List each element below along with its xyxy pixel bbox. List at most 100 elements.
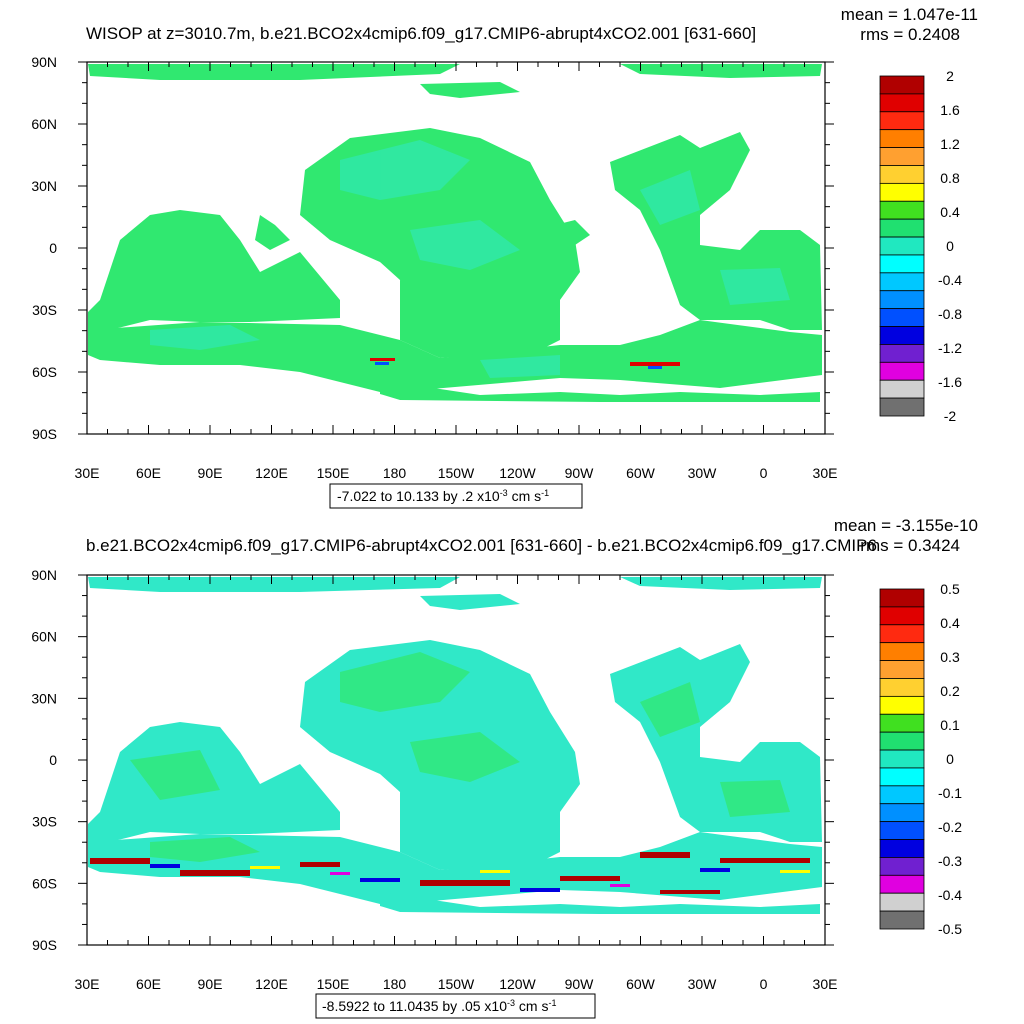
y-tick-label: 90S — [32, 937, 57, 953]
y-tick-label: 0 — [49, 240, 57, 256]
rms-label: rms = 0.3424 — [860, 536, 960, 555]
colorbar-swatch — [879, 606, 925, 626]
x-tick-label: 60W — [626, 976, 656, 992]
y-tick-label: 60S — [32, 364, 57, 380]
x-tick-label: 30E — [813, 465, 838, 481]
colorbar-label: 0.4 — [940, 204, 960, 220]
colorbar-label: 0.8 — [940, 170, 960, 186]
colorbar-label: -2 — [944, 408, 957, 424]
colorbar-label: -0.3 — [938, 853, 962, 869]
colorbar-swatch — [879, 713, 925, 733]
colorbar-swatch — [879, 588, 925, 608]
x-tick-label: 90W — [565, 976, 595, 992]
x-tick-label: 60E — [136, 976, 161, 992]
colorbar-swatch — [879, 326, 925, 345]
colorbar-swatch — [879, 272, 925, 292]
range-label-box — [329, 483, 583, 509]
colorbar-label: -0.8 — [938, 306, 962, 322]
colorbar-label: 0 — [946, 238, 954, 254]
colorbar-swatch — [879, 695, 925, 715]
map-panel-bottom: b.e21.BCO2x4cmip6.f09_g17.CMIP6-abrupt4x… — [31, 516, 978, 1019]
colorbar-label: -0.4 — [938, 272, 962, 288]
y-tick-label: 90N — [31, 54, 57, 70]
colorbar-swatch — [879, 803, 925, 823]
colorbar-swatches — [879, 75, 925, 417]
colorbar-label: -0.4 — [938, 887, 962, 903]
x-tick-label: 30E — [75, 465, 100, 481]
colorbar-swatch — [879, 218, 925, 238]
y-tick-label: 30S — [32, 814, 57, 830]
colorbar-swatch — [879, 624, 925, 644]
colorbar-swatch — [879, 749, 925, 769]
colorbar-swatch — [879, 642, 925, 661]
x-tick-label: 150W — [438, 976, 475, 992]
x-tick-label: 120E — [255, 976, 288, 992]
y-tick-label: 30N — [31, 178, 57, 194]
x-tick-label: 120W — [499, 976, 536, 992]
axis-ticks — [78, 574, 834, 946]
colorbar-swatch — [879, 200, 925, 220]
range-label-box — [315, 993, 596, 1019]
colorbar-label: -0.1 — [938, 785, 962, 801]
colorbar-label: 0.1 — [940, 717, 960, 733]
x-tick-label: 150E — [317, 976, 350, 992]
x-tick-label: 90W — [565, 465, 595, 481]
colorbar-label: -0.2 — [938, 819, 962, 835]
colorbar-swatch — [879, 678, 925, 697]
colorbar-swatch — [879, 236, 925, 256]
x-tick-label: 30W — [688, 976, 718, 992]
x-tick-label: 30E — [813, 976, 838, 992]
colorbar-swatch — [879, 182, 925, 202]
colorbar-label: 0.2 — [940, 683, 960, 699]
y-tick-label: 30S — [32, 302, 57, 318]
x-axis-labels: 30E 60E 90E 120E 150E 180 150W 120W 90W 60W 30W 0 30… — [75, 465, 838, 481]
colorbar-swatch — [879, 857, 925, 876]
colorbar-swatch — [879, 839, 925, 858]
colorbar-swatch — [879, 660, 925, 679]
colorbar-label: -1.6 — [938, 374, 962, 390]
colorbar-labels: 2 1.6 1.2 0.8 0.4 0 -0.4 -0.8 -1.2 -1.6 -2 — [938, 68, 962, 424]
x-axis-labels: 30E 60E 90E 120E 150E 180 150W 120W 90W 60W 30W 0 30… — [75, 976, 838, 992]
colorbar-label: 2 — [946, 68, 954, 84]
colorbar-label: 0.5 — [940, 581, 960, 597]
colorbar-label: -0.5 — [938, 921, 962, 937]
colorbar-swatch — [879, 129, 925, 148]
x-tick-label: 90E — [198, 465, 223, 481]
x-tick-label: 120W — [499, 465, 536, 481]
y-tick-label: 0 — [49, 752, 57, 768]
colorbar-swatch — [879, 308, 925, 327]
range-label: -7.022 to 10.133 by .2 x10-3 cm s-1 — [337, 488, 549, 504]
colorbar-swatch — [879, 290, 925, 310]
colorbar-swatch — [879, 731, 925, 751]
x-tick-label: 150W — [438, 465, 475, 481]
colorbar-label: 0 — [946, 751, 954, 767]
mean-label: mean = -3.155e-10 — [834, 516, 978, 535]
colorbar-swatch — [879, 111, 925, 131]
colorbar-swatch — [879, 361, 925, 381]
ocean-field — [88, 64, 822, 402]
y-axis-labels: 90N 60N 30N 0 30S 60S 90S — [31, 54, 57, 442]
x-tick-label: 120E — [255, 465, 288, 481]
colorbar-label: 0.4 — [940, 615, 960, 631]
colorbar-swatch — [879, 379, 925, 399]
rms-label: rms = 0.2408 — [860, 25, 960, 44]
y-tick-label: 60N — [31, 629, 57, 645]
range-label: -8.5922 to 11.0435 by .05 x10-3 cm s-1 — [322, 998, 556, 1014]
x-tick-label: 30E — [75, 976, 100, 992]
x-tick-label: 180 — [383, 465, 407, 481]
y-tick-label: 60S — [32, 875, 57, 891]
colorbar-swatch — [879, 75, 925, 95]
colorbar-swatch — [879, 397, 925, 417]
x-tick-label: 60W — [626, 465, 656, 481]
colorbar-labels: 0.5 0.4 0.3 0.2 0.1 0 -0.1 -0.2 -0.3 -0.4 -0.5 — [938, 581, 962, 937]
colorbar-label: 0.3 — [940, 649, 960, 665]
x-tick-label: 60E — [136, 465, 161, 481]
colorbar-label: 1.6 — [940, 102, 960, 118]
y-tick-label: 60N — [31, 116, 57, 132]
panel-title: b.e21.BCO2x4cmip6.f09_g17.CMIP6-abrupt4x… — [86, 536, 877, 555]
colorbar-label: -1.2 — [938, 340, 962, 356]
colorbar-swatch — [879, 767, 925, 787]
colorbar-swatch — [879, 254, 925, 274]
colorbar-swatch — [879, 785, 925, 805]
